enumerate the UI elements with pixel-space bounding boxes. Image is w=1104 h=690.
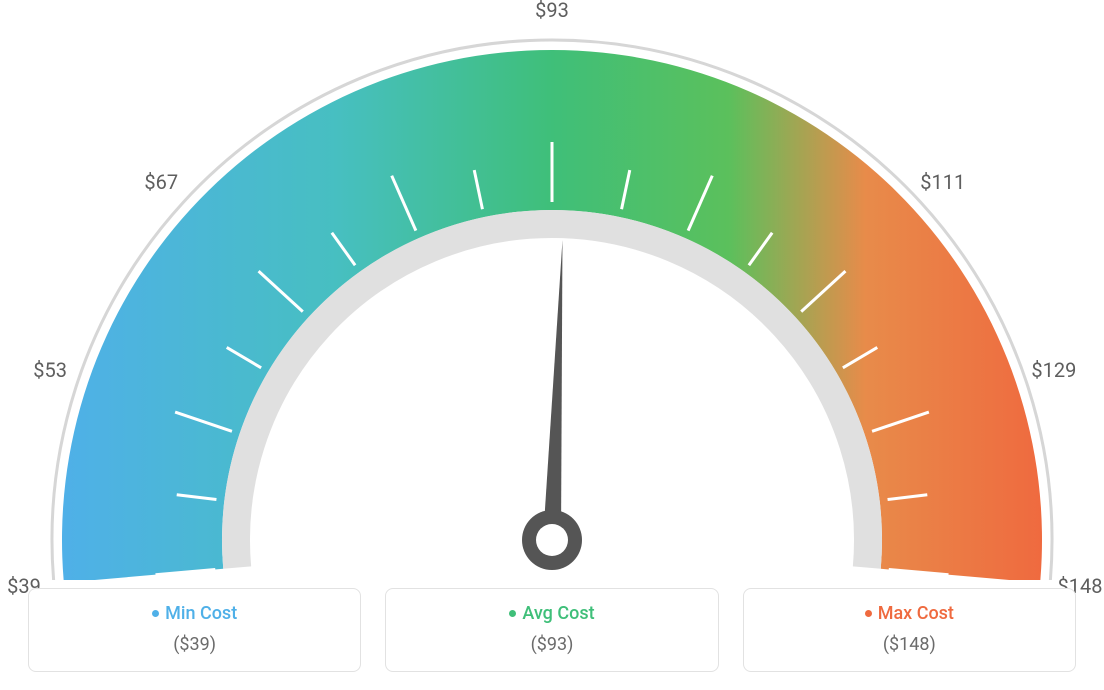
legend-card-max-cost: Max Cost ($148) — [743, 588, 1076, 672]
gauge-svg — [0, 0, 1104, 580]
legend-title-avg-cost: Avg Cost — [386, 603, 717, 624]
gauge-chart: $39$53$67$93$111$129$148 — [0, 0, 1104, 580]
gauge-tick-label: $93 — [535, 0, 569, 22]
gauge-tick-label: $129 — [1031, 358, 1076, 382]
gauge-tick-label: $111 — [920, 170, 965, 194]
legend-card-min-cost: Min Cost ($39) — [28, 588, 361, 672]
legend-dot-min-cost — [152, 610, 159, 617]
needle-hub-inner — [536, 524, 568, 556]
cost-gauge-container: $39$53$67$93$111$129$148 Min Cost($39)Av… — [0, 0, 1104, 690]
legend-value-min-cost: ($39) — [29, 634, 360, 655]
gauge-tick-label: $53 — [33, 358, 67, 382]
legend-label-text: Min Cost — [165, 603, 237, 624]
gauge-tick-label: $67 — [144, 170, 178, 194]
legend-label-text: Avg Cost — [522, 603, 594, 624]
legend-title-max-cost: Max Cost — [744, 603, 1075, 624]
legend-dot-max-cost — [865, 610, 872, 617]
legend-title-min-cost: Min Cost — [29, 603, 360, 624]
gauge-needle — [543, 240, 562, 540]
legend-card-avg-cost: Avg Cost ($93) — [385, 588, 718, 672]
legend-row: Min Cost ($39) Avg Cost ($93) Max Cost ($148) — [0, 588, 1104, 672]
legend-dot-avg-cost — [509, 610, 516, 617]
legend-value-max-cost: ($148) — [744, 634, 1075, 655]
legend-value-avg-cost: ($93) — [386, 634, 717, 655]
legend-label-text: Max Cost — [878, 603, 954, 624]
